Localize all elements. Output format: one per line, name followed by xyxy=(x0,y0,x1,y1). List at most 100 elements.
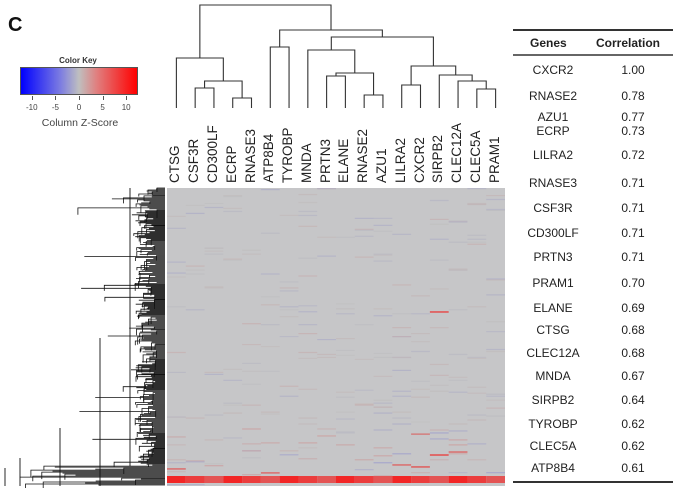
heatmap-cell xyxy=(260,273,280,275)
heatmap-cell xyxy=(317,356,336,359)
table-cell-gene: MNDA xyxy=(535,369,571,383)
heatmap-cell xyxy=(167,215,186,218)
heatmap-cell xyxy=(448,353,468,356)
heatmap-cell xyxy=(486,279,505,281)
color-key-tick-label: 5 xyxy=(100,103,105,112)
heatmap-bottom-row-cell xyxy=(336,476,355,483)
heatmap-cell xyxy=(242,253,261,255)
heatmap-cell xyxy=(467,419,487,421)
heatmap-cell xyxy=(467,234,487,236)
heatmap-cell xyxy=(392,369,412,371)
heatmap-bottom-row-cell xyxy=(411,476,430,483)
heatmap-cell xyxy=(167,436,186,438)
heatmap-cell xyxy=(467,203,487,206)
heatmap-cell xyxy=(429,384,449,386)
heatmap-cell xyxy=(429,429,449,431)
heatmap-cell xyxy=(354,404,374,406)
table-cell-correlation: 0.64 xyxy=(621,393,645,407)
table-top-rule xyxy=(513,29,673,31)
heatmap-cell xyxy=(185,265,205,267)
column-label: TYROBP xyxy=(280,127,296,183)
heatmap-cell xyxy=(260,413,280,415)
row-dendrogram xyxy=(19,187,165,488)
heatmap-bottom-row-cell xyxy=(373,476,393,483)
heatmap-cell xyxy=(260,442,280,444)
heatmap-cell xyxy=(448,391,468,393)
column-dendrogram-branch xyxy=(438,74,473,108)
heatmap-cell xyxy=(185,484,205,486)
heatmap-cell xyxy=(486,321,505,323)
heatmap-cell xyxy=(185,212,205,215)
column-dendrogram-branch xyxy=(476,88,497,108)
column-label: RNASE3 xyxy=(242,128,258,183)
heatmap-cell xyxy=(167,261,186,263)
heatmap-cell xyxy=(242,323,261,325)
heatmap-cell xyxy=(317,353,336,356)
heatmap-cell xyxy=(486,399,505,401)
heatmap-cell xyxy=(242,450,261,452)
table-cell-correlation: 0.68 xyxy=(621,346,645,360)
column-dendrogram-branch xyxy=(457,80,487,108)
heatmap-cell xyxy=(411,340,430,343)
heatmap-cell xyxy=(373,475,393,477)
column-label: LILRA2 xyxy=(392,137,408,183)
heatmap-cell xyxy=(373,406,393,408)
heatmap-cell xyxy=(467,243,487,245)
heatmap-cell xyxy=(242,370,261,372)
heatmap-cell xyxy=(223,207,243,210)
heatmap-cell xyxy=(298,275,318,277)
color-key-tick xyxy=(102,96,104,100)
heatmap-cell xyxy=(429,288,449,290)
heatmap-cell xyxy=(486,208,505,211)
heatmap-cell xyxy=(486,350,505,353)
table-cell-gene: RNASE3 xyxy=(528,176,578,190)
heatmap-cell xyxy=(317,338,336,341)
table-cell-gene: PRAM1 xyxy=(532,276,574,290)
heatmap-cell xyxy=(392,233,412,235)
heatmap-cell xyxy=(467,202,487,205)
column-dendrogram-branch xyxy=(194,87,215,108)
heatmap-cell xyxy=(486,348,505,351)
heatmap-cell xyxy=(336,444,355,446)
heatmap-cell xyxy=(354,235,374,237)
table-header-correlation: Correlation xyxy=(596,36,661,50)
color-key-tick xyxy=(31,96,33,100)
heatmap-cell xyxy=(429,199,449,202)
heatmap-bottom-row-cell xyxy=(448,476,468,483)
table-cell-correlation: 0.71 xyxy=(621,226,645,240)
heatmap-bottom-row-cell xyxy=(392,476,412,483)
heatmap-cell xyxy=(298,388,318,390)
heatmap-cell xyxy=(373,375,393,377)
heatmap-cell xyxy=(279,306,299,308)
heatmap-cell xyxy=(204,247,224,249)
table-cell-correlation: 0.62 xyxy=(621,417,645,431)
column-label: CD300LF xyxy=(204,125,220,183)
color-key-tick-label: -5 xyxy=(51,103,59,112)
heatmap-cell xyxy=(185,460,205,462)
heatmap-cell xyxy=(354,469,374,471)
heatmap-cell xyxy=(411,388,430,390)
heatmap-cell xyxy=(223,368,243,370)
heatmap-cell xyxy=(448,221,468,223)
heatmap-cell xyxy=(392,453,412,455)
column-label: CTSG xyxy=(167,145,183,183)
heatmap-cell-highlight xyxy=(411,433,430,435)
heatmap-cell xyxy=(223,437,243,439)
heatmap-cell xyxy=(448,430,468,432)
table-header-rule xyxy=(513,54,673,56)
heatmap-cell xyxy=(298,333,318,335)
heatmap-cell xyxy=(204,202,224,205)
heatmap-cell xyxy=(260,188,280,191)
heatmap-cell xyxy=(185,309,205,311)
heatmap-cell xyxy=(185,204,205,207)
heatmap-cell xyxy=(242,443,261,445)
color-key-xlabel: Column Z-Score xyxy=(41,117,119,129)
heatmap-cell xyxy=(223,195,243,198)
row-dendrogram-trunk xyxy=(4,188,131,486)
heatmap-cell xyxy=(392,313,412,315)
heatmap-cell xyxy=(204,439,224,441)
table-cell-gene: RNASE2 xyxy=(528,89,578,103)
table-cell-correlation: 0.71 xyxy=(621,250,645,264)
heatmap-cell xyxy=(204,206,224,209)
heatmap-cell xyxy=(298,417,318,419)
